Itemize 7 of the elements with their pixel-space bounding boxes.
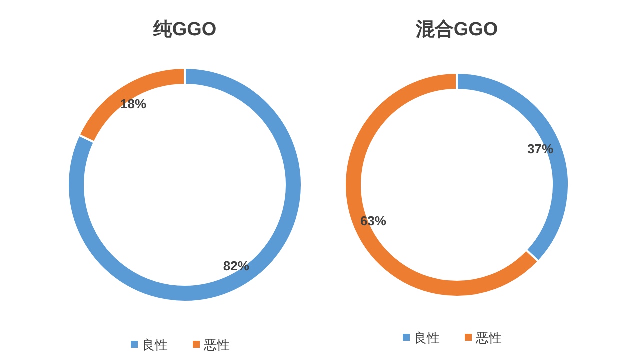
legend-label: 恶性 — [203, 338, 230, 352]
legend-label: 良性 — [142, 338, 168, 352]
chart-title: 纯GGO — [152, 20, 217, 40]
chart-title: 混合GGO — [414, 18, 498, 40]
legend-label: 良性 — [414, 330, 440, 346]
data-label: 18% — [120, 96, 148, 112]
legend-label: 恶性 — [475, 330, 502, 346]
